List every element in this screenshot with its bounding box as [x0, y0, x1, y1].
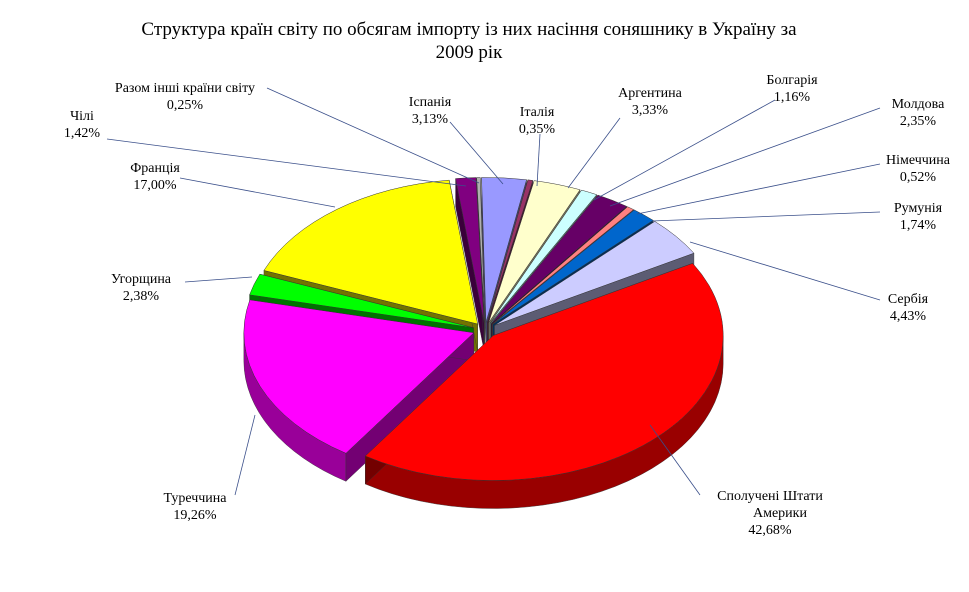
- slice-label-name-13-0: Чілі: [70, 109, 94, 124]
- slice-label-value-2: 0,35%: [519, 122, 556, 137]
- slice-label-4: Болгарія 1,16%: [766, 73, 818, 105]
- leader-line-0: [266, 87, 480, 184]
- slice-label-name-9-1: Америки: [753, 506, 807, 521]
- pie-slice-top-12: [263, 179, 478, 325]
- leader-line-7: [651, 211, 881, 222]
- leader-line-12: [179, 177, 336, 208]
- slice-label-2: Італія 0,35%: [519, 105, 556, 137]
- slice-label-name-6-0: Німеччина: [886, 153, 951, 168]
- slice-label-value-13: 1,42%: [64, 126, 101, 141]
- slice-label-9: Сполучені Штати Америки 42,68%: [717, 489, 823, 538]
- slice-label-value-8: 4,43%: [890, 309, 927, 324]
- slice-label-name-2-0: Італія: [520, 105, 555, 120]
- pie-slices: [243, 177, 724, 509]
- leader-lines: [106, 87, 881, 496]
- slice-label-name-1-0: Іспанія: [409, 95, 452, 110]
- slice-label-value-5: 2,35%: [900, 114, 937, 129]
- leader-line-13: [106, 138, 467, 187]
- leader-line-10: [234, 414, 256, 496]
- pie-slice-top-8: [494, 221, 695, 326]
- slice-label-value-0: 0,25%: [167, 98, 204, 113]
- slice-label-value-4: 1,16%: [774, 90, 811, 105]
- slice-label-name-3-0: Аргентина: [618, 86, 682, 101]
- slice-label-3: Аргентина 3,33%: [618, 86, 682, 118]
- slice-label-name-7-0: Румунія: [894, 201, 943, 216]
- slice-label-10: Туреччина 19,26%: [164, 491, 228, 523]
- slice-label-name-12-0: Франція: [130, 161, 180, 176]
- slice-label-8: Сербія 4,43%: [888, 292, 929, 324]
- pie-slice-top-5: [491, 194, 628, 324]
- slice-label-name-9-0: Сполучені Штати: [717, 489, 823, 504]
- slice-label-value-1: 3,13%: [412, 112, 449, 127]
- leader-line-3: [567, 117, 621, 189]
- slice-label-value-11: 2,38%: [123, 289, 160, 304]
- pie-slice-top-7: [492, 209, 654, 325]
- leader-line-6: [636, 163, 881, 215]
- pie-slice-top-9: [364, 263, 724, 481]
- leader-line-11: [184, 276, 253, 283]
- slice-label-6: Німеччина 0,52%: [886, 153, 951, 185]
- slice-label-12: Франція 17,00%: [130, 161, 180, 193]
- slice-label-0: Разом інші країни світу 0,25%: [115, 81, 255, 113]
- slice-label-value-3: 3,33%: [632, 103, 669, 118]
- slice-label-value-12: 17,00%: [133, 178, 177, 193]
- slice-labels: Разом інші країни світу 0,25% Іспанія 3,13%…: [64, 73, 951, 538]
- slice-label-13: Чілі 1,42%: [64, 109, 101, 141]
- pie-slice-top-11: [249, 273, 474, 328]
- leader-line-2: [536, 133, 541, 187]
- leader-line-9: [649, 424, 701, 496]
- chart-title-line-1: Структура країн світу по обсягам імпорту…: [141, 19, 797, 40]
- pie-slice-top-1: [481, 177, 527, 323]
- chart-title-line-2: 2009 рік: [436, 42, 504, 63]
- leader-line-8: [689, 241, 881, 301]
- leader-line-4: [593, 99, 776, 201]
- slice-label-name-5-0: Молдова: [892, 97, 945, 112]
- leader-line-1: [449, 121, 504, 185]
- pie-slice-top-4: [489, 189, 598, 324]
- slice-label-1: Іспанія 3,13%: [409, 95, 452, 127]
- slice-label-name-11-0: Угорщина: [111, 272, 172, 287]
- leader-line-5: [609, 107, 881, 207]
- slice-label-11: Угорщина 2,38%: [111, 272, 172, 304]
- pie-slice-top-3: [488, 180, 581, 323]
- slice-label-value-9: 42,68%: [748, 523, 792, 538]
- pie-slice-top-10: [243, 299, 475, 454]
- slice-label-name-8-0: Сербія: [888, 292, 929, 307]
- slice-label-name-4-0: Болгарія: [766, 73, 818, 88]
- pie-slice-top-0: [476, 177, 485, 323]
- pie-slice-top-2: [487, 179, 534, 323]
- slice-label-name-10-0: Туреччина: [164, 491, 228, 506]
- slice-label-5: Молдова 2,35%: [892, 97, 945, 129]
- slice-label-value-7: 1,74%: [900, 218, 937, 233]
- slice-label-name-0-0: Разом інші країни світу: [115, 81, 255, 96]
- pie-slice-top-6: [492, 206, 635, 325]
- slice-label-7: Румунія 1,74%: [894, 201, 943, 233]
- pie-slice-top-13: [455, 177, 485, 323]
- slice-label-value-10: 19,26%: [173, 508, 217, 523]
- slice-label-value-6: 0,52%: [900, 170, 937, 185]
